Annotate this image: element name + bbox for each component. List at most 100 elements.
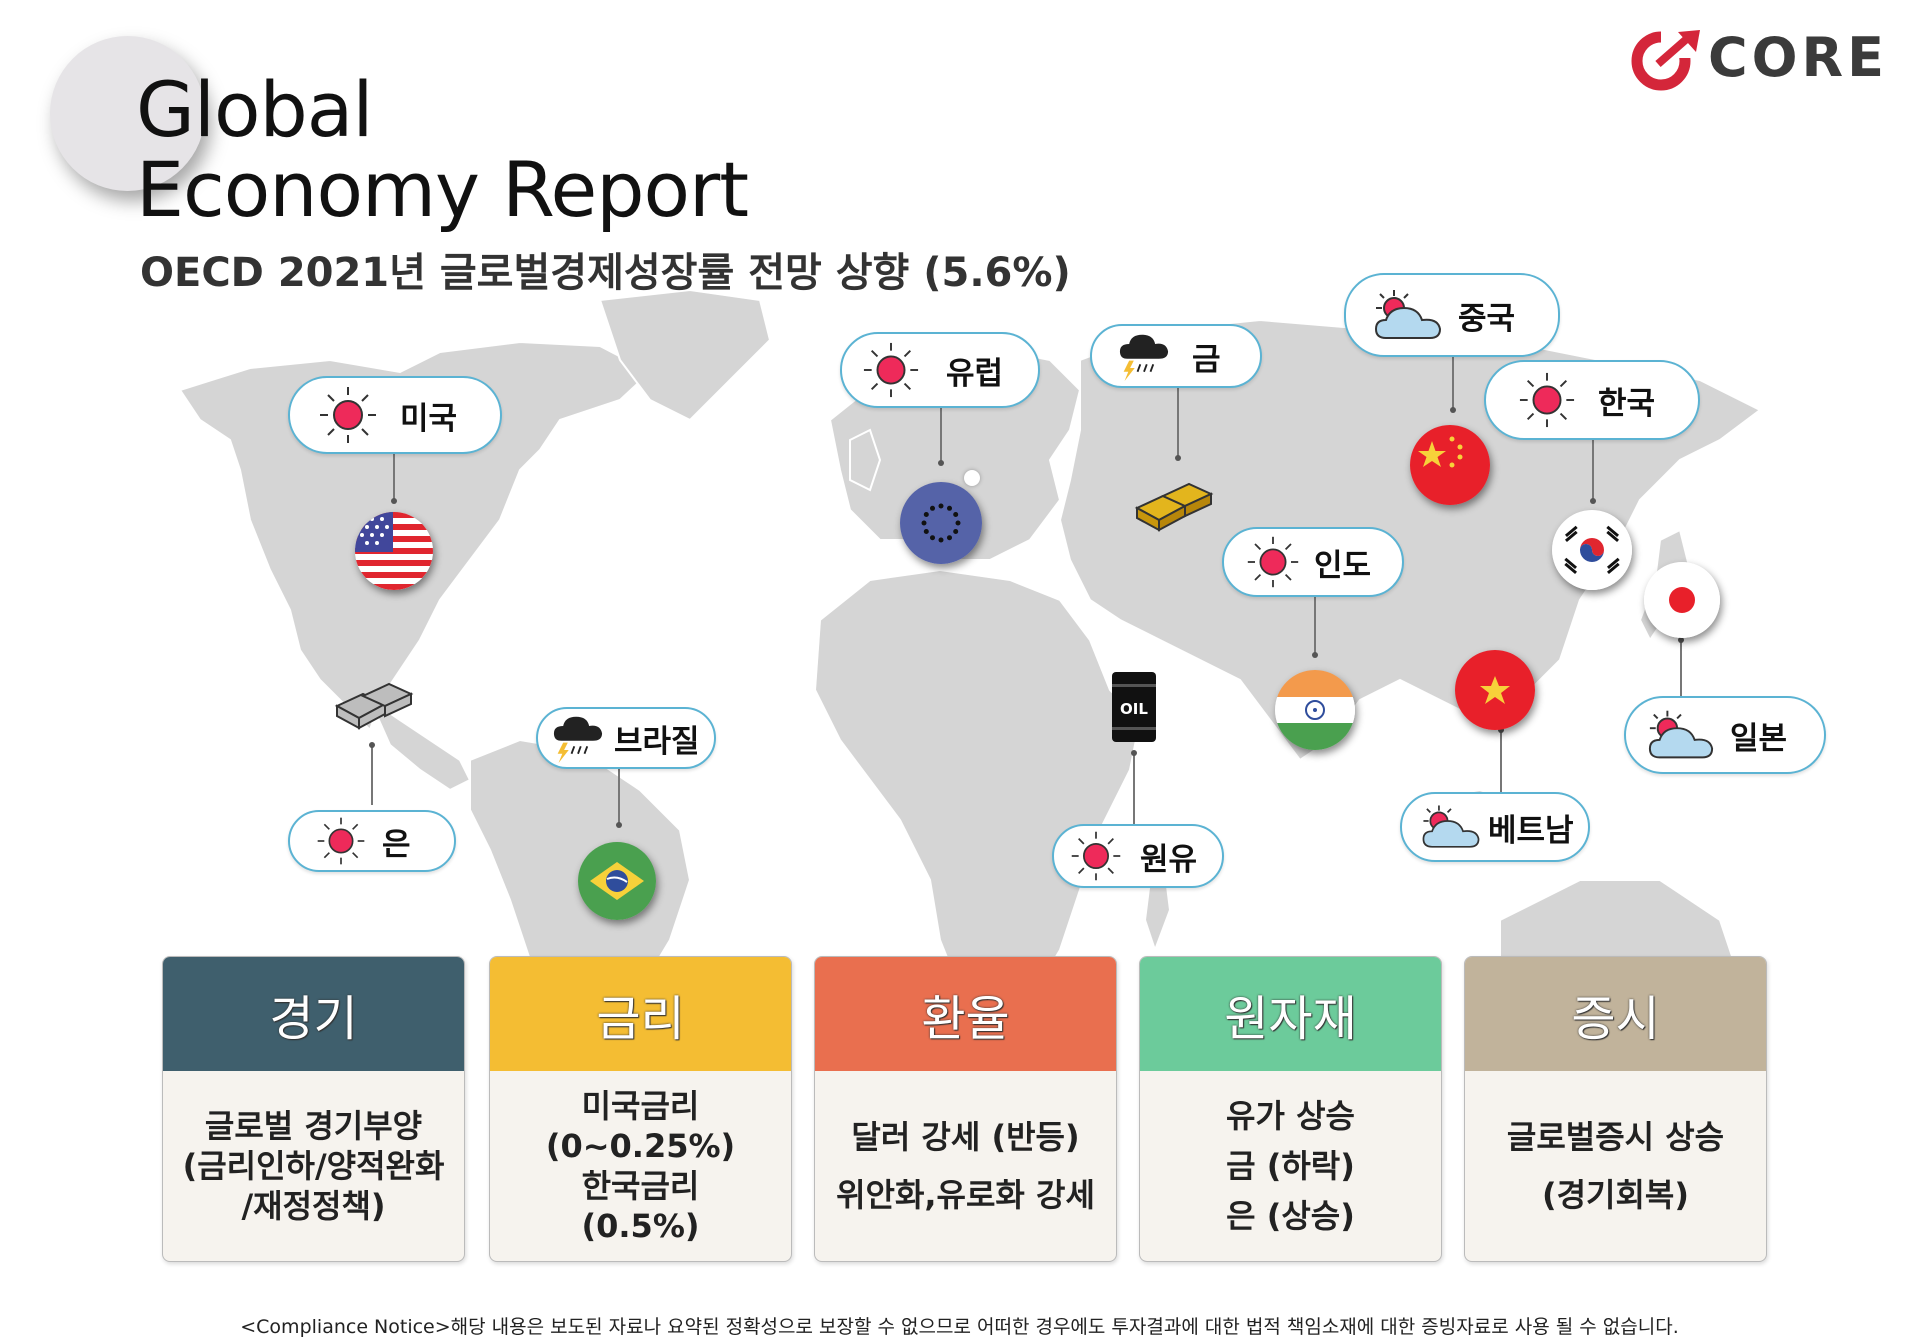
connector-gold (1177, 385, 1179, 458)
sunny-icon (1247, 536, 1299, 588)
callout-usa: 미국 (288, 376, 502, 454)
callout-india: 인도 (1222, 527, 1404, 597)
card-interest-rate-title: 금리 (490, 957, 791, 1071)
vietnam-flag-icon (1455, 650, 1535, 730)
connector-vietnam (1500, 730, 1502, 792)
connector-dot-korea (1590, 498, 1596, 504)
sunny-icon (320, 387, 376, 443)
callout-gold-label: 금 (1192, 341, 1221, 378)
card-commodities-line: 은 (상승) (1226, 1197, 1355, 1235)
connector-dot-brazil (616, 822, 622, 828)
card-economy: 경기 글로벌 경기부양 (금리인하/양적완화 /재정정책) (162, 956, 465, 1262)
callout-brazil: 브라질 (536, 707, 716, 769)
callout-japan: 일본 (1624, 696, 1826, 774)
india-flag-icon (1275, 670, 1355, 750)
card-commodities-title: 원자재 (1140, 957, 1441, 1071)
connector-usa (393, 448, 395, 500)
partly-cloudy-icon (1374, 290, 1442, 339)
callout-vietnam: 베트남 (1400, 792, 1590, 862)
storm-icon (1119, 334, 1169, 381)
connector-oil (1133, 752, 1135, 826)
card-stock-market: 증시 글로벌증시 상승 (경기회복) (1464, 956, 1767, 1262)
card-economy-line: 글로벌 경기부양 (204, 1107, 423, 1145)
card-interest-rate-line: (0.5%) (581, 1207, 700, 1245)
connector-dot-silver (369, 742, 375, 748)
connector-dot-china (1450, 407, 1456, 413)
callout-vietnam-label: 베트남 (1488, 812, 1574, 849)
callout-silver: 은 (288, 810, 456, 872)
japan-flag-icon (1644, 562, 1720, 638)
china-flag-icon (1410, 425, 1490, 505)
connector-korea (1592, 437, 1594, 500)
map-uk (849, 428, 882, 492)
callout-silver-label: 은 (382, 826, 411, 863)
korea-flag-icon (1552, 510, 1632, 590)
connector-dot-gold (1175, 455, 1181, 461)
europe-marker (964, 470, 980, 486)
map-africa (813, 568, 1142, 1022)
core-logo-icon (1631, 28, 1704, 91)
connector-dot-vietnam (1498, 727, 1504, 733)
connector-dot-europe (938, 460, 944, 466)
storm-icon (553, 716, 603, 763)
callout-korea-label: 한국 (1598, 385, 1656, 422)
connector-europe (940, 405, 942, 463)
card-economy-title: 경기 (163, 957, 464, 1071)
subtitle: OECD 2021년 글로벌경제성장률 전망 상향 (5.6%) (140, 250, 1071, 296)
connector-dot-india (1312, 652, 1318, 658)
usa-flag-icon (355, 512, 433, 590)
card-stock-market-line: 글로벌증시 상승 (1506, 1118, 1725, 1156)
card-interest-rate: 금리 미국금리 (0~0.25%) 한국금리 (0.5%) (489, 956, 792, 1262)
card-exchange-rate-title: 환율 (815, 957, 1116, 1071)
gold-bars-icon (1134, 482, 1214, 532)
card-exchange-rate-line: 달러 강세 (반등) (851, 1118, 1080, 1156)
card-economy-line: /재정정책) (241, 1187, 386, 1225)
connector-india (1314, 595, 1316, 655)
connector-silver (371, 745, 373, 805)
sunny-icon (863, 342, 919, 398)
brazil-flag-icon (578, 842, 656, 920)
title-line-2: Economy Report (136, 145, 749, 234)
title-line-1: Global (136, 65, 373, 154)
callout-oil-label: 원유 (1140, 841, 1198, 878)
partly-cloudy-icon (1422, 805, 1480, 848)
connector-dot-oil (1131, 750, 1137, 756)
card-commodities: 원자재 유가 상승 금 (하락) 은 (상승) (1139, 956, 1442, 1262)
connector-china (1452, 355, 1454, 410)
connector-brazil (618, 765, 620, 825)
callout-gold: 금 (1090, 324, 1262, 388)
callout-china: 중국 (1344, 273, 1560, 357)
card-commodities-line: 유가 상승 (1226, 1097, 1355, 1135)
callout-china-label: 중국 (1458, 300, 1516, 337)
map-greenland (598, 288, 772, 422)
sunny-icon (1071, 831, 1121, 881)
callout-europe: 유럽 (840, 332, 1040, 408)
card-economy-line: (금리인하/양적완화 (182, 1147, 445, 1185)
callout-korea: 한국 (1484, 360, 1700, 440)
connector-japan (1680, 640, 1682, 700)
connector-dot-japan (1678, 637, 1684, 643)
eu-flag-icon (900, 482, 982, 564)
compliance-notice: <Compliance Notice>해당 내용은 보도된 자료나 요약된 정확… (240, 1316, 1679, 1338)
callout-usa-label: 미국 (400, 400, 458, 437)
silver-bars-icon (334, 682, 414, 730)
callout-brazil-label: 브라질 (614, 723, 700, 760)
card-interest-rate-line: (0~0.25%) (545, 1127, 736, 1165)
connector-dot-usa (391, 498, 397, 504)
oil-label: OIL (1120, 700, 1148, 718)
callout-japan-label: 일본 (1730, 720, 1788, 757)
card-exchange-rate-line: 위안화,유로화 강세 (836, 1176, 1095, 1214)
callout-oil: 원유 (1052, 824, 1224, 888)
partly-cloudy-icon (1648, 710, 1714, 759)
sunny-icon (317, 817, 365, 865)
callout-europe-label: 유럽 (946, 355, 1004, 392)
oil-barrel-icon: OIL (1112, 672, 1156, 742)
sunny-icon (1519, 372, 1575, 428)
card-stock-market-title: 증시 (1465, 957, 1766, 1071)
card-stock-market-line: (경기회복) (1541, 1176, 1689, 1214)
card-commodities-line: 금 (하락) (1226, 1147, 1355, 1185)
logo-text: CORE (1708, 26, 1889, 89)
card-interest-rate-line: 한국금리 (581, 1167, 700, 1205)
